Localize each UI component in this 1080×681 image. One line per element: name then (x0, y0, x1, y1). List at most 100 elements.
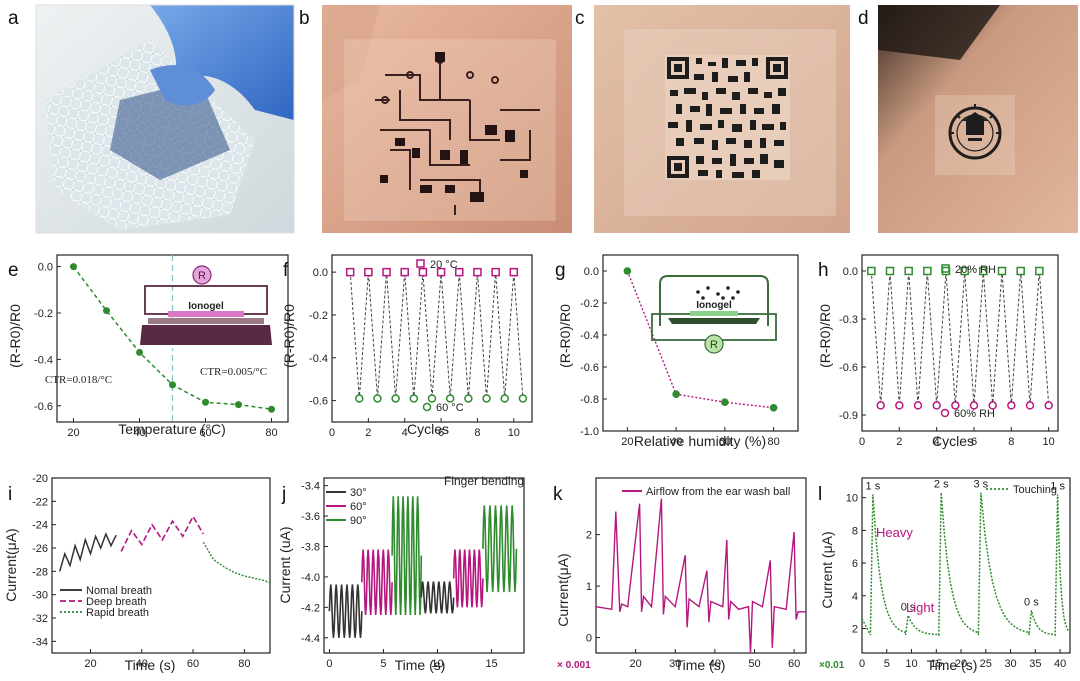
data-point-20rh (979, 266, 988, 276)
data-point (769, 404, 778, 412)
data-point-60rh (1007, 401, 1016, 410)
chart-e-inset: R Ionogel (140, 265, 272, 348)
x-tick-label: 15 (485, 658, 497, 670)
data-point-20c (382, 267, 391, 277)
data-point (268, 405, 275, 413)
panel-label-e: e (8, 260, 19, 281)
chart-i-xlabel: Time (s) (125, 657, 176, 673)
data-point (623, 267, 632, 275)
data-point (103, 307, 110, 315)
legend-nomal-breath: Nomal breath (86, 585, 152, 597)
series-segment-0 (328, 584, 363, 638)
y-tick-label: -3.8 (301, 541, 320, 553)
x-tick-label: 15 (930, 658, 942, 670)
y-tick-label: 0.0 (38, 262, 53, 274)
y-tick-label: -22 (32, 496, 48, 508)
x-tick-label: 4 (402, 427, 408, 439)
chart-j-ylabel: Current (uA) (277, 526, 293, 603)
chart-l: l 0 5 10 15 20 25 30 35 40 2 4 6 8 10 1 s 0 s 2 s 3 s 0 s 1… (818, 477, 1071, 673)
data-point-60c (427, 394, 437, 403)
y-tick-label: 0 (586, 633, 592, 645)
qr-code-icon (665, 55, 790, 180)
chart-h: h 0 2 4 6 8 10 0.0 -0.3 -0.6 -0.9 Cycles (R-R0)/R… (817, 254, 1059, 449)
annotation-ctr-1: CTR=0.018/°C (45, 374, 112, 386)
y-tick-label: -30 (32, 590, 48, 602)
x-tick-label: 4 (934, 436, 940, 448)
y-tick-label: -32 (32, 613, 48, 625)
panel-label-l: l (818, 484, 822, 505)
legend-60deg: 60° (350, 501, 367, 513)
inset-label-g: Ionogel (696, 300, 732, 311)
x-tick-label: 6 (971, 436, 977, 448)
annotation-finger-bending: Finger bending (444, 474, 524, 488)
x-tick-label: 5 (884, 658, 890, 670)
x-tick-label: 60 (719, 436, 731, 448)
x-tick-label: 20 (955, 658, 967, 670)
glove-icon (150, 5, 294, 120)
data-point-20c (473, 267, 482, 277)
y-tick-label: 10 (846, 493, 858, 505)
data-point-60c (373, 394, 382, 403)
series-segment-3 (420, 581, 455, 614)
y-tick-label: -1.0 (580, 426, 599, 438)
legend-marker-20rh (941, 264, 950, 273)
cycle-line-f (349, 272, 524, 399)
x-tick-label: 5 (380, 658, 386, 670)
y-tick-label: -3.6 (301, 511, 320, 523)
data-point-20c (418, 267, 428, 277)
x-tick-label: 20 (84, 658, 96, 670)
x-tick-label: 20 (67, 427, 79, 439)
chart-e: e 20 40 60 80 0.0 -0.2 -0.4 -0.6 Temperature (°… (7, 254, 289, 439)
data-point-20rh (1035, 266, 1044, 276)
x-tick-label: 8 (474, 427, 480, 439)
y-tick-label: 0.0 (843, 266, 858, 278)
y-tick-label: -0.4 (309, 353, 328, 365)
chart-k-ylabel: Current(μA) (555, 553, 571, 626)
y-tick-label: -20 (32, 473, 48, 485)
chart-f: f 0 2 4 6 8 10 0.0 -0.2 -0.4 -0.6 Cycles (R-R0)/R… (281, 254, 533, 439)
x-tick-label: 80 (265, 427, 277, 439)
x-tick-label: 10 (905, 658, 917, 670)
x-tick-label: 60 (199, 427, 211, 439)
y-tick-label: -0.6 (34, 401, 53, 413)
y-tick-label: -4.2 (301, 602, 320, 614)
data-point-20c (491, 267, 500, 277)
data-point-60rh (1025, 401, 1035, 410)
data-point-60c (500, 394, 509, 403)
series-segment-4 (452, 549, 484, 608)
y-tick-label: 0.0 (584, 266, 599, 278)
y-tick-label: -0.2 (309, 310, 328, 322)
y-tick-label: -0.4 (34, 354, 53, 366)
x-tick-label: 40 (709, 658, 721, 670)
legend-rapid-breath: Rapid breath (86, 607, 149, 619)
chart-k-xlabel: Time (s) (675, 657, 726, 673)
y-tick-label: 2 (852, 623, 858, 635)
y-tick-label: 2 (586, 530, 592, 542)
resistor-icon-g (704, 334, 724, 354)
chart-j-legend: 30° 60° 90° (326, 487, 367, 527)
data-point-20c (509, 267, 519, 277)
cycle-line-h (870, 270, 1050, 406)
data-point-60c (409, 394, 419, 403)
y-tick-label: 1 (586, 581, 592, 593)
y-tick-label: 8 (852, 525, 858, 537)
chart-j-frame (323, 477, 525, 654)
data-point-20rh (885, 266, 895, 276)
chip-icons (380, 52, 528, 202)
data-point (235, 401, 242, 409)
data-point-20c (436, 267, 446, 277)
y-tick-label: -0.2 (580, 298, 599, 310)
x-tick-label: 0 (326, 658, 332, 670)
data-point-20c (364, 267, 373, 277)
legend-20rh: 20% RH (955, 264, 996, 276)
x-tick-label: 2 (896, 436, 902, 448)
chart-g-ylabel: (R-R0)/R0 (557, 304, 573, 368)
x-tick-label: 6 (438, 427, 444, 439)
legend-60rh: 60% RH (954, 408, 995, 420)
chart-h-xlabel: Cycles (932, 433, 974, 449)
scale-label-k: × 0.001 (557, 660, 591, 671)
panel-label-a: a (8, 8, 19, 29)
peak-label: 1 s (866, 480, 881, 492)
y-tick-label: -0.4 (580, 330, 599, 342)
data-point (721, 398, 729, 407)
